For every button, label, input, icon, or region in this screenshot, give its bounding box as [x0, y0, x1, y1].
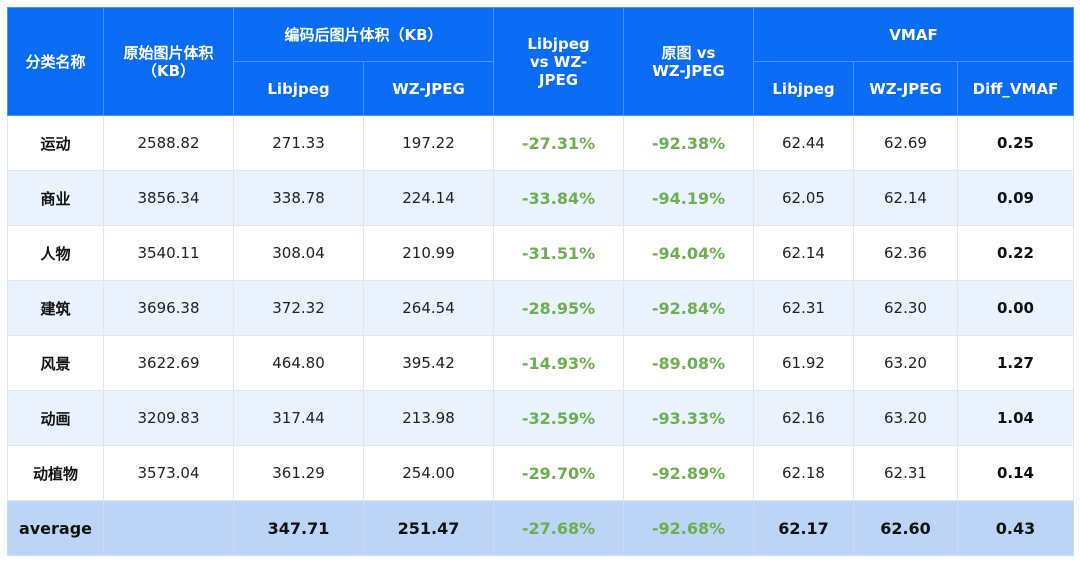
- cell-diff: 0.09: [957, 170, 1074, 226]
- cell-orig-vs-wz: -94.19%: [623, 170, 754, 226]
- cell-enc-wz: 210.99: [363, 225, 494, 281]
- cell-lib-vs-wz: -33.84%: [493, 170, 624, 226]
- cell-original: 3209.83: [103, 390, 234, 446]
- cell-enc-lib: 361.29: [233, 445, 364, 501]
- average-category: average: [7, 500, 104, 556]
- cell-diff: 1.04: [957, 390, 1074, 446]
- cell-vmaf-wz: 63.20: [853, 335, 958, 391]
- cell-original: 3696.38: [103, 280, 234, 336]
- cell-orig-vs-wz: -93.33%: [623, 390, 754, 446]
- cell-category: 人物: [7, 225, 104, 281]
- average-vmaf-lib: 62.17: [753, 500, 854, 556]
- cell-category: 运动: [7, 115, 104, 171]
- cell-lib-vs-wz: -32.59%: [493, 390, 624, 446]
- cell-lib-vs-wz: -14.93%: [493, 335, 624, 391]
- header-original-size: 原始图片体积（KB）: [103, 7, 234, 116]
- cell-enc-lib: 464.80: [233, 335, 364, 391]
- cell-vmaf-wz: 62.14: [853, 170, 958, 226]
- cell-vmaf-lib: 62.16: [753, 390, 854, 446]
- cell-enc-lib: 308.04: [233, 225, 364, 281]
- cell-orig-vs-wz: -92.89%: [623, 445, 754, 501]
- cell-diff: 1.27: [957, 335, 1074, 391]
- cell-enc-wz: 213.98: [363, 390, 494, 446]
- average-original: [103, 500, 234, 556]
- cell-category: 商业: [7, 170, 104, 226]
- header-vmaf-group: VMAF: [753, 7, 1074, 62]
- table-row: 建筑 3696.38 372.32 264.54 -28.95% -92.84% 62.31…: [7, 280, 1074, 336]
- cell-original: 3622.69: [103, 335, 234, 391]
- cell-lib-vs-wz: -29.70%: [493, 445, 624, 501]
- cell-enc-wz: 395.42: [363, 335, 494, 391]
- header-vmaf-diff: Diff_VMAF: [957, 61, 1074, 116]
- cell-vmaf-wz: 62.30: [853, 280, 958, 336]
- cell-enc-lib: 372.32: [233, 280, 364, 336]
- average-orig-vs-wz: -92.68%: [623, 500, 754, 556]
- cell-original: 3540.11: [103, 225, 234, 281]
- header-libjpeg-vs-wzjpeg: Libjpeg vs WZ-JPEG: [493, 7, 624, 116]
- average-lib-vs-wz: -27.68%: [493, 500, 624, 556]
- average-diff: 0.43: [957, 500, 1074, 556]
- cell-category: 建筑: [7, 280, 104, 336]
- header-original-vs-wzjpeg: 原图 vs WZ-JPEG: [623, 7, 754, 116]
- cell-lib-vs-wz: -27.31%: [493, 115, 624, 171]
- table-row: 动植物 3573.04 361.29 254.00 -29.70% -92.89% 62.1…: [7, 445, 1074, 501]
- cell-enc-lib: 271.33: [233, 115, 364, 171]
- table-row: 商业 3856.34 338.78 224.14 -33.84% -94.19% 62.05…: [7, 170, 1074, 226]
- cell-original: 3856.34: [103, 170, 234, 226]
- cell-original: 2588.82: [103, 115, 234, 171]
- table-row: 风景 3622.69 464.80 395.42 -14.93% -89.08% 61.92…: [7, 335, 1074, 391]
- table-row: 运动 2588.82 271.33 197.22 -27.31% -92.38% 62.44…: [7, 115, 1074, 171]
- average-enc-wz: 251.47: [363, 500, 494, 556]
- cell-diff: 0.00: [957, 280, 1074, 336]
- cell-lib-vs-wz: -31.51%: [493, 225, 624, 281]
- average-vmaf-wz: 62.60: [853, 500, 958, 556]
- cell-vmaf-lib: 62.44: [753, 115, 854, 171]
- cell-enc-wz: 197.22: [363, 115, 494, 171]
- cell-orig-vs-wz: -92.38%: [623, 115, 754, 171]
- cell-orig-vs-wz: -94.04%: [623, 225, 754, 281]
- cell-diff: 0.14: [957, 445, 1074, 501]
- cell-diff: 0.22: [957, 225, 1074, 281]
- cell-category: 风景: [7, 335, 104, 391]
- comparison-table-container: 分类名称 原始图片体积（KB） 编码后图片体积（KB） Libjpeg vs W…: [7, 7, 1074, 556]
- table-row: 动画 3209.83 317.44 213.98 -32.59% -93.33% 62.16…: [7, 390, 1074, 446]
- cell-enc-wz: 254.00: [363, 445, 494, 501]
- cell-category: 动植物: [7, 445, 104, 501]
- header-vmaf-wzjpeg: WZ-JPEG: [853, 61, 958, 116]
- cell-vmaf-lib: 62.18: [753, 445, 854, 501]
- cell-enc-lib: 317.44: [233, 390, 364, 446]
- cell-enc-wz: 224.14: [363, 170, 494, 226]
- cell-original: 3573.04: [103, 445, 234, 501]
- cell-vmaf-wz: 63.20: [853, 390, 958, 446]
- cell-vmaf-lib: 61.92: [753, 335, 854, 391]
- cell-lib-vs-wz: -28.95%: [493, 280, 624, 336]
- cell-vmaf-wz: 62.69: [853, 115, 958, 171]
- cell-vmaf-lib: 62.14: [753, 225, 854, 281]
- header-category: 分类名称: [7, 7, 104, 116]
- cell-vmaf-wz: 62.31: [853, 445, 958, 501]
- header-encoded-libjpeg: Libjpeg: [233, 61, 364, 116]
- cell-vmaf-lib: 62.31: [753, 280, 854, 336]
- table-row: 人物 3540.11 308.04 210.99 -31.51% -94.04% 62.14…: [7, 225, 1074, 281]
- average-enc-lib: 347.71: [233, 500, 364, 556]
- cell-diff: 0.25: [957, 115, 1074, 171]
- cell-enc-wz: 264.54: [363, 280, 494, 336]
- header-encoded-wzjpeg: WZ-JPEG: [363, 61, 494, 116]
- cell-enc-lib: 338.78: [233, 170, 364, 226]
- jpeg-comparison-table: 分类名称 原始图片体积（KB） 编码后图片体积（KB） Libjpeg vs W…: [7, 7, 1074, 556]
- cell-orig-vs-wz: -92.84%: [623, 280, 754, 336]
- cell-vmaf-wz: 62.36: [853, 225, 958, 281]
- cell-category: 动画: [7, 390, 104, 446]
- average-row: average 347.71 251.47 -27.68% -92.68% 62.17 62…: [7, 500, 1074, 556]
- header-vmaf-libjpeg: Libjpeg: [753, 61, 854, 116]
- header-encoded-size-group: 编码后图片体积（KB）: [233, 7, 494, 62]
- cell-vmaf-lib: 62.05: [753, 170, 854, 226]
- cell-orig-vs-wz: -89.08%: [623, 335, 754, 391]
